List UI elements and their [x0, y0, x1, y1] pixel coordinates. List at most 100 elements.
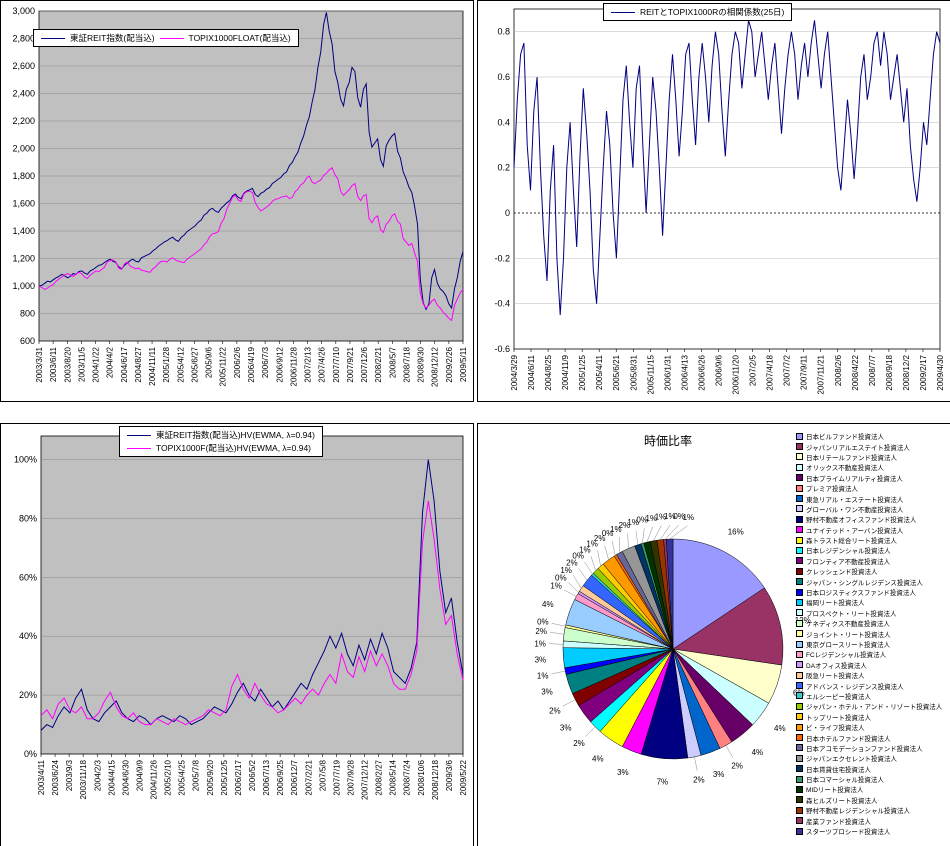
svg-text:3%: 3%: [713, 770, 725, 779]
svg-text:2004/2/3: 2004/2/3: [93, 759, 102, 791]
legend-swatch: [796, 671, 803, 679]
legend-label: ジャパン・シングルレジデンス投資法人: [806, 579, 923, 587]
svg-text:2003/9/3: 2003/9/3: [65, 759, 74, 791]
pie-legend-item: 阪急リート投資法人: [796, 670, 948, 680]
svg-text:3,000: 3,000: [12, 6, 35, 16]
svg-text:2004/4/2: 2004/4/2: [106, 346, 115, 378]
svg-text:1%: 1%: [610, 525, 622, 534]
svg-text:2006/2/17: 2006/2/17: [234, 759, 243, 795]
correlation-line-sample: [611, 11, 635, 13]
legend-label: MIDリート投資法人: [806, 787, 864, 795]
svg-text:2007/2/21: 2007/2/21: [304, 759, 313, 795]
svg-text:2003/6/11: 2003/6/11: [49, 346, 58, 382]
correlation-legend: REITとTOPIX1000Rの相関係数(25日): [603, 3, 793, 21]
svg-text:1%: 1%: [683, 513, 695, 522]
legend-swatch: [796, 775, 803, 783]
legend-label: DAオフィス投資法人: [806, 662, 867, 670]
correlation-line-chart: -0.6 -0.4 -0.2 0 0.2 0.4 0.6 0.8 2004/3/29 2004/6…: [494, 8, 945, 394]
pie-legend-item: プレミア投資法人: [796, 483, 948, 493]
svg-text:2%: 2%: [535, 627, 547, 636]
y-axis-labels: -0.6 -0.4 -0.2 0 0.2 0.4 0.6 0.8: [494, 27, 510, 354]
legend-label: 産業ファンド投資法人: [806, 818, 871, 826]
x-axis-labels: 2004/3/29 2004/6/11 2004/8/25 2004/11/9 2005…: [510, 349, 945, 394]
svg-text:2008/5/7: 2008/5/7: [388, 346, 397, 378]
svg-text:2,400: 2,400: [12, 89, 35, 99]
svg-text:2008/2/6: 2008/2/6: [834, 354, 843, 386]
svg-text:1%: 1%: [560, 566, 572, 575]
svg-text:2006/6/26: 2006/6/26: [697, 354, 706, 390]
legend-label: 東京グロースリート投資法人: [806, 642, 891, 649]
svg-text:1%: 1%: [537, 672, 549, 681]
svg-text:1,000: 1,000: [12, 281, 35, 291]
svg-text:2003/6/24: 2003/6/24: [51, 759, 60, 795]
pie-legend-item: 日本ロジスティクスファンド投資法人: [796, 587, 948, 597]
svg-text:2004/6/30: 2004/6/30: [121, 759, 130, 795]
legend-swatch: [796, 640, 803, 648]
pie-legend-item: ジャパンエクセレント投資法人: [796, 753, 948, 763]
reit-legend-label: 東証REIT指数(配当込): [70, 33, 155, 43]
svg-text:2006/11/28: 2006/11/28: [289, 346, 298, 386]
legend-label: 日本ホテルファンド投資法人: [806, 735, 891, 743]
svg-text:2008/12/18: 2008/12/18: [431, 759, 440, 800]
svg-text:600: 600: [20, 336, 35, 346]
svg-text:1%: 1%: [655, 513, 667, 522]
svg-text:2003/3/31: 2003/3/31: [35, 346, 44, 382]
svg-text:2007/9/21: 2007/9/21: [346, 346, 355, 382]
legend-swatch: [796, 463, 803, 471]
svg-text:2004/4/15: 2004/4/15: [107, 759, 116, 795]
series-lines: [513, 20, 941, 316]
pie-legend-item: 日本ビルファンド投資法人: [796, 431, 948, 441]
svg-text:2005/4/12: 2005/4/12: [176, 346, 185, 382]
svg-text:0.2: 0.2: [497, 163, 510, 173]
legend-label: 森ヒルズリート投資法人: [806, 797, 878, 805]
legend-swatch: [796, 817, 803, 825]
svg-text:2005/2/10: 2005/2/10: [164, 759, 173, 795]
pie-legend-item: 東急リアル・エステート投資法人: [796, 493, 948, 504]
svg-text:1,400: 1,400: [12, 226, 35, 236]
pie-legend-item: ジャパン・ホテル・アンド・リゾート投資法人: [796, 701, 948, 711]
legend-label: FCレジデンシャル投資法人: [806, 652, 887, 660]
svg-text:2,800: 2,800: [12, 34, 35, 44]
pie-legend-item: 森ヒルズリート投資法人: [796, 795, 948, 805]
svg-text:2008/7/24: 2008/7/24: [403, 759, 412, 795]
svg-text:80%: 80%: [19, 513, 37, 523]
legend-swatch: [796, 453, 803, 461]
pie-legend-item: 産業ファンド投資法人: [796, 815, 948, 826]
pie-legend-item: ジョイント・リート投資法人: [796, 628, 948, 639]
svg-text:2006/11/20: 2006/11/20: [732, 354, 741, 394]
pie-legend-item: スターツプロシード投資法人: [796, 826, 948, 836]
svg-text:2004/3/29: 2004/3/29: [510, 354, 519, 390]
legend-label: 野村不動産オフィスファンド投資法人: [806, 517, 917, 525]
svg-text:2006/9/12: 2006/9/12: [275, 346, 284, 382]
svg-text:2005/9/6: 2005/9/6: [205, 346, 214, 378]
legend-swatch: [796, 609, 803, 617]
svg-text:2005/1/28: 2005/1/28: [162, 346, 171, 382]
svg-text:2%: 2%: [594, 534, 606, 543]
pie-slices: [562, 538, 784, 760]
legend-label: クレッシェンド投資法人: [806, 569, 878, 577]
svg-text:2005/9/20: 2005/9/20: [206, 759, 215, 795]
legend-swatch: [796, 650, 803, 658]
svg-text:2007/12/12: 2007/12/12: [361, 759, 370, 800]
gridlines: [39, 10, 463, 314]
svg-text:2%: 2%: [549, 706, 561, 715]
svg-text:1,600: 1,600: [12, 199, 35, 209]
legend-swatch: [796, 588, 803, 596]
pie-legend-item: トップリート投資法人: [796, 712, 948, 722]
svg-text:2008/9/30: 2008/9/30: [417, 346, 426, 382]
svg-text:3%: 3%: [535, 656, 547, 665]
svg-text:0%: 0%: [537, 618, 549, 627]
legend-swatch: [796, 495, 803, 503]
svg-text:2005/11/15: 2005/11/15: [646, 354, 655, 394]
legend-label: ユナイテッド・アーバン投資法人: [806, 527, 904, 535]
legend-swatch: [796, 536, 803, 544]
svg-text:2008/12/12: 2008/12/12: [431, 346, 440, 387]
svg-text:20%: 20%: [19, 690, 37, 700]
panel-market-cap-pie: 時価比率 16%12%6%4%4%2%3%2%7%3%4%2%3%2%3%1%3…: [477, 423, 950, 846]
pie-legend-item: ユナイテッド・アーバン投資法人: [796, 525, 948, 535]
topix-hv-legend-label: TOPIX1000F(配当込)HV(EWMA, λ=0.94): [156, 443, 312, 453]
svg-text:2009/5/11: 2009/5/11: [459, 346, 468, 382]
legend-label: トップリート投資法人: [806, 714, 871, 722]
legend-label: グローバル・ワン不動産投資法人: [806, 506, 904, 514]
svg-text:2,000: 2,000: [12, 144, 35, 154]
